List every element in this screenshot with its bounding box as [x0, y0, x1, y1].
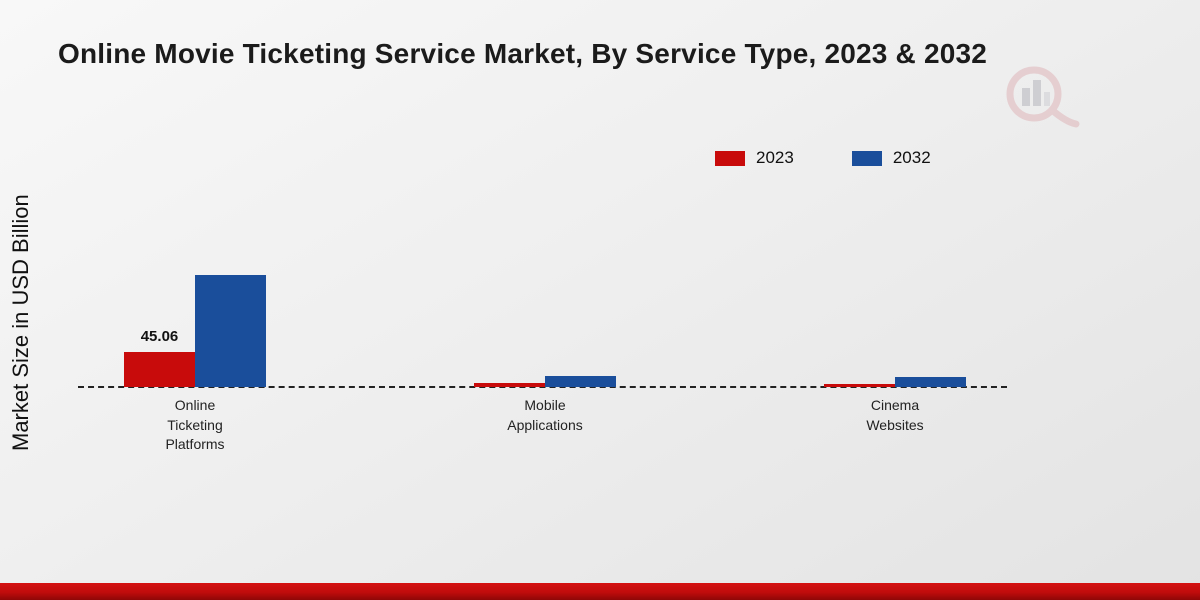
category-label-cinema-websites: Cinema Websites: [866, 397, 924, 433]
legend-item-2023: 2023: [715, 148, 794, 168]
x-axis-baseline: [78, 386, 1007, 388]
bar-2023-0: [124, 352, 195, 387]
legend-swatch-2023-icon: [715, 150, 745, 166]
brand-watermark-logo: [992, 66, 1084, 135]
bar-2032-0: [195, 275, 266, 387]
legend-swatch-2032-icon: [851, 150, 882, 166]
bar-2023-1: [474, 383, 545, 387]
bar-2032-2: [895, 377, 966, 387]
bar-2023-2: [824, 384, 895, 387]
footer-red-band: [0, 583, 1200, 600]
bar-2032-1: [545, 376, 616, 387]
bar-value-label: 45.06: [140, 328, 179, 345]
category-label-online-ticketing-platforms: Online Ticketing Platforms: [165, 397, 225, 453]
legend-item-2032: 2032: [851, 148, 931, 168]
legend: 2023 2032: [715, 148, 931, 168]
legend-label-2023: 2023: [756, 148, 794, 167]
category-label-mobile-applications: Mobile Applications: [507, 397, 583, 433]
chart-title: Online Movie Ticketing Service Market, B…: [58, 38, 988, 69]
legend-label-2032: 2032: [892, 148, 931, 167]
